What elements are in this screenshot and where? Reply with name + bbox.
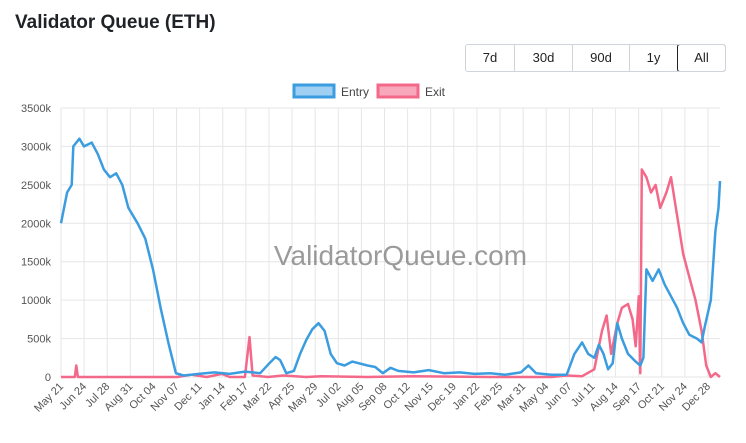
y-tick-label: 1500k	[21, 257, 51, 269]
legend-label-entry: Entry	[341, 85, 369, 99]
exit-series-line	[61, 168, 721, 379]
time-range-selector: 7d 30d 90d 1y All	[465, 44, 726, 72]
x-tick-label: May 21	[32, 381, 66, 415]
series-lines	[59, 137, 722, 379]
range-button-1y[interactable]: 1y	[630, 45, 678, 71]
y-tick-label: 3500k	[21, 103, 51, 115]
page-title: Validator Queue (ETH)	[15, 12, 216, 33]
range-button-7d[interactable]: 7d	[466, 45, 515, 71]
legend-swatch-entry	[292, 83, 336, 99]
range-button-90d[interactable]: 90d	[573, 45, 630, 71]
validator-queue-chart: 0 500k 1000k 1500k 2000k 2500k 3000k 3500k May …	[21, 83, 722, 415]
legend-swatch-exit	[376, 83, 420, 99]
range-button-30d[interactable]: 30d	[515, 45, 573, 71]
legend-item-entry[interactable]: Entry	[292, 83, 369, 99]
y-axis-ticks: 0 500k 1000k 1500k 2000k 2500k 3000k 3500k	[21, 103, 51, 384]
y-tick-label: 0	[45, 372, 51, 384]
y-tick-label: 3000k	[21, 141, 51, 153]
watermark: ValidatorQueue.com	[274, 240, 527, 271]
entry-series-line	[59, 137, 722, 377]
grid-lines	[60, 107, 720, 378]
y-tick-label: 500k	[27, 334, 51, 346]
legend-item-exit[interactable]: Exit	[376, 83, 446, 99]
y-tick-label: 1000k	[21, 295, 51, 307]
y-tick-label: 2500k	[21, 180, 51, 192]
range-button-all[interactable]: All	[677, 45, 725, 71]
y-tick-label: 2000k	[21, 218, 51, 230]
legend-label-exit: Exit	[425, 85, 446, 99]
legend: Entry Exit	[292, 83, 446, 99]
